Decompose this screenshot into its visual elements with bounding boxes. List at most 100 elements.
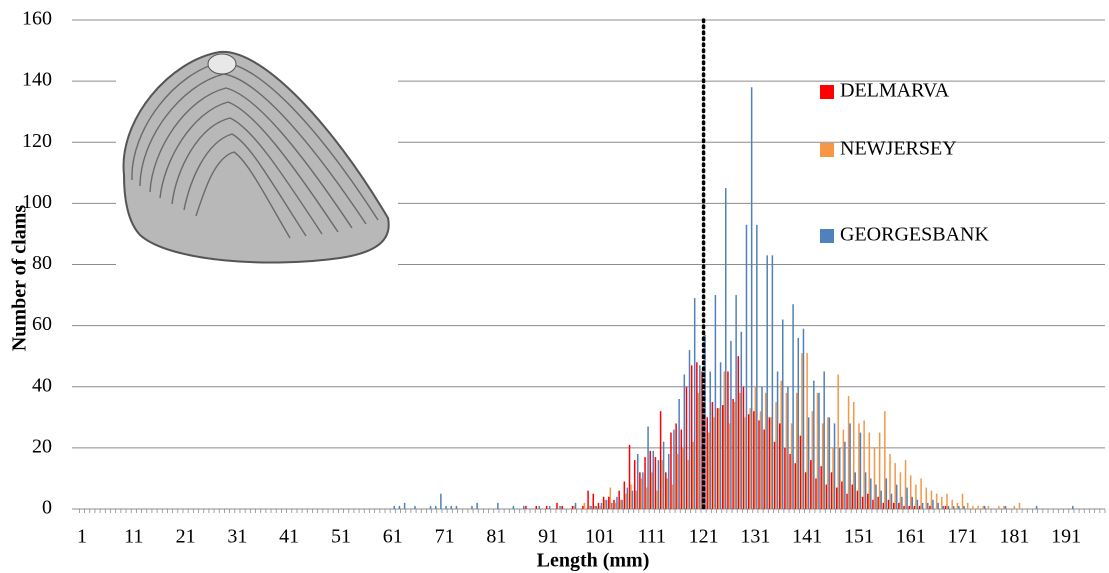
x-tick-label: 11 — [124, 526, 143, 548]
bar — [660, 411, 662, 509]
bar — [673, 430, 675, 509]
bar — [620, 500, 622, 509]
page: {"chart_data": {"type": "bar", "x_label"… — [0, 0, 1109, 573]
bar — [549, 506, 551, 509]
bar — [658, 460, 660, 509]
bar — [753, 411, 755, 509]
bar — [761, 387, 763, 509]
bar — [808, 417, 810, 509]
bar — [877, 497, 879, 509]
bar — [763, 430, 765, 509]
bar — [901, 497, 903, 509]
bar — [863, 420, 865, 509]
x-tick-label: 71 — [435, 526, 455, 548]
bar — [627, 488, 629, 509]
bar — [941, 497, 943, 509]
bar — [792, 304, 794, 509]
x-tick-label: 21 — [176, 526, 196, 548]
bar — [613, 500, 615, 509]
bar — [663, 442, 665, 509]
bar — [642, 472, 644, 509]
bar — [743, 387, 745, 509]
x-tick-label: 91 — [538, 526, 558, 548]
bar — [879, 433, 881, 509]
bar — [795, 463, 797, 509]
bar — [621, 500, 623, 509]
bar — [862, 497, 864, 509]
bar — [836, 488, 838, 509]
bar — [732, 399, 734, 509]
bar — [624, 481, 626, 509]
bar — [765, 393, 767, 509]
bar — [652, 451, 654, 509]
bar — [594, 506, 596, 509]
bar — [919, 506, 921, 509]
bar — [755, 387, 757, 509]
bar — [815, 478, 817, 509]
shell-umbo — [208, 54, 236, 74]
bar — [601, 503, 603, 509]
bar — [844, 442, 846, 509]
bar — [639, 472, 641, 509]
bar — [709, 371, 711, 509]
bar — [766, 255, 768, 509]
bar — [801, 353, 803, 509]
bar — [641, 478, 643, 509]
bar — [561, 506, 563, 509]
legend-swatch — [820, 229, 834, 243]
bar — [843, 430, 845, 509]
bar — [932, 500, 934, 509]
bar — [827, 417, 829, 509]
bar — [1019, 503, 1021, 509]
legend-label: GEORGESBANK — [840, 224, 989, 246]
bar — [625, 494, 627, 509]
bar — [826, 485, 828, 509]
bar — [539, 506, 541, 509]
bar — [727, 371, 729, 509]
bar — [536, 506, 538, 509]
legend-label: DELMARVA — [840, 80, 950, 102]
bar — [739, 393, 741, 509]
bar — [839, 448, 841, 509]
bar — [853, 402, 855, 509]
bar — [573, 506, 575, 509]
bar — [546, 506, 548, 509]
bar — [810, 460, 812, 509]
bar — [883, 503, 885, 509]
bar — [951, 500, 953, 509]
bar — [630, 485, 632, 509]
bar — [908, 506, 910, 509]
bar — [841, 481, 843, 509]
bar — [637, 454, 639, 509]
bar — [559, 506, 561, 509]
bar — [589, 506, 591, 509]
bar — [738, 356, 740, 509]
y-tick-label: 80 — [32, 252, 52, 274]
bar — [635, 491, 637, 509]
y-tick-label: 160 — [22, 8, 52, 30]
bar — [712, 402, 714, 509]
bar — [817, 393, 819, 509]
bar — [404, 503, 406, 509]
bar — [741, 332, 743, 509]
bar — [599, 506, 601, 509]
bar — [689, 350, 691, 509]
y-tick-label: 120 — [22, 130, 52, 152]
bar — [929, 506, 931, 509]
bar — [644, 457, 646, 509]
x-tick-label: 81 — [486, 526, 506, 548]
bar — [445, 506, 447, 509]
bar — [651, 472, 653, 509]
bar — [629, 445, 631, 509]
clam-illustration — [116, 48, 398, 268]
bar — [692, 442, 694, 509]
bar — [963, 506, 965, 509]
bar — [937, 503, 939, 509]
bar — [584, 503, 586, 509]
bar — [730, 341, 732, 509]
bar — [927, 503, 929, 509]
bar — [889, 454, 891, 509]
bar — [656, 491, 658, 509]
bar — [456, 506, 458, 509]
bar — [860, 433, 862, 509]
